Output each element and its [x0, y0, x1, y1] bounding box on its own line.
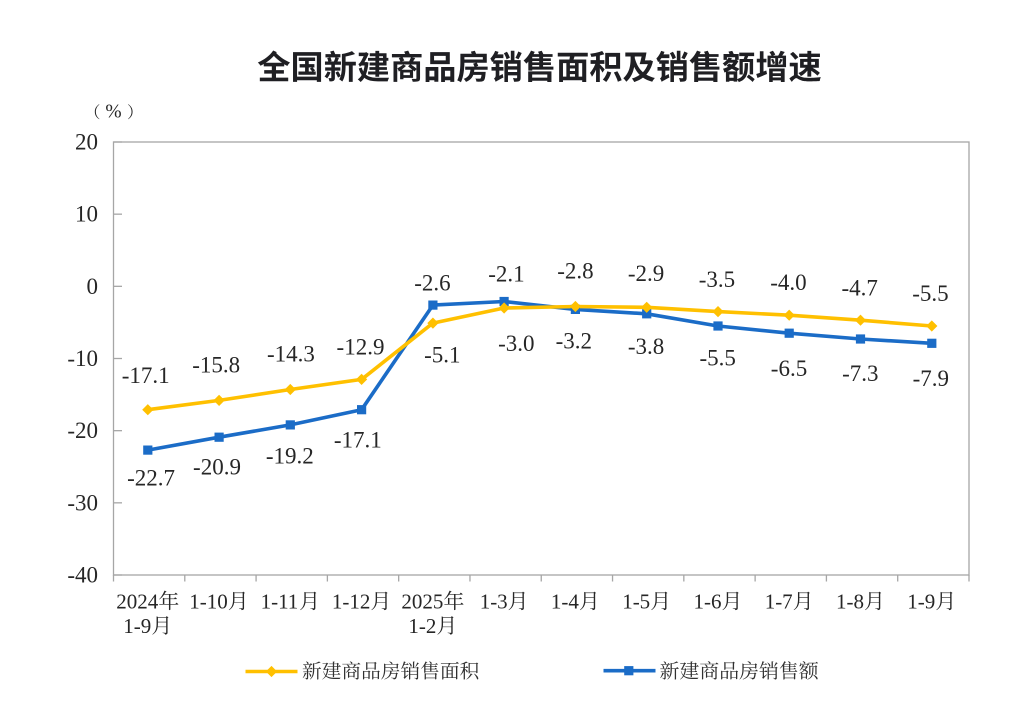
svg-text:0: 0: [87, 274, 99, 299]
svg-text:-2.1: -2.1: [488, 261, 524, 286]
svg-text:1-12: 1-12: [332, 590, 371, 614]
svg-text:-30: -30: [67, 490, 98, 515]
svg-text:-3.8: -3.8: [628, 334, 664, 359]
svg-text:1-11: 1-11: [261, 590, 299, 614]
svg-text:-10: -10: [67, 346, 98, 371]
svg-text:-6.5: -6.5: [771, 356, 807, 381]
svg-text:-17.1: -17.1: [334, 428, 382, 453]
svg-text:-20: -20: [67, 418, 98, 443]
svg-text:-22.7: -22.7: [127, 465, 175, 490]
svg-text:1-8: 1-8: [836, 590, 864, 614]
svg-text:-2.8: -2.8: [557, 259, 593, 284]
svg-text:-4.7: -4.7: [841, 276, 877, 301]
svg-text:1-9: 1-9: [907, 590, 935, 614]
svg-text:1-7: 1-7: [765, 590, 793, 614]
svg-text:-2.9: -2.9: [628, 261, 664, 286]
svg-text:-5.5: -5.5: [912, 281, 948, 306]
svg-text:2025: 2025: [401, 590, 443, 614]
svg-text:-2.6: -2.6: [414, 270, 450, 295]
svg-text:-7.3: -7.3: [842, 361, 878, 386]
svg-text:1-3: 1-3: [480, 590, 508, 614]
svg-text:-14.3: -14.3: [267, 342, 315, 367]
svg-text:-20.9: -20.9: [193, 455, 241, 480]
svg-text:1-9: 1-9: [123, 614, 151, 638]
svg-text:-7.9: -7.9: [913, 366, 949, 391]
svg-text:-19.2: -19.2: [266, 444, 314, 469]
svg-text:-3.2: -3.2: [556, 328, 592, 353]
svg-text:-40: -40: [67, 563, 98, 588]
svg-text:-12.9: -12.9: [337, 334, 385, 359]
svg-text:1-2: 1-2: [408, 614, 436, 638]
svg-text:-5.5: -5.5: [699, 346, 735, 371]
svg-text:%: %: [105, 102, 121, 123]
svg-text:-17.1: -17.1: [122, 363, 170, 388]
svg-text:-4.0: -4.0: [770, 270, 806, 295]
svg-text:20: 20: [75, 130, 98, 155]
svg-text:2024: 2024: [116, 590, 159, 614]
svg-text:-5.1: -5.1: [424, 342, 460, 367]
svg-text:1-5: 1-5: [622, 590, 650, 614]
svg-text:10: 10: [75, 202, 98, 227]
svg-text:1-10: 1-10: [189, 590, 228, 614]
svg-text:-3.0: -3.0: [498, 331, 534, 356]
svg-text:1-6: 1-6: [694, 590, 722, 614]
svg-text:-15.8: -15.8: [192, 352, 240, 377]
svg-text:1-4: 1-4: [551, 590, 579, 614]
svg-text:-3.5: -3.5: [699, 267, 735, 292]
